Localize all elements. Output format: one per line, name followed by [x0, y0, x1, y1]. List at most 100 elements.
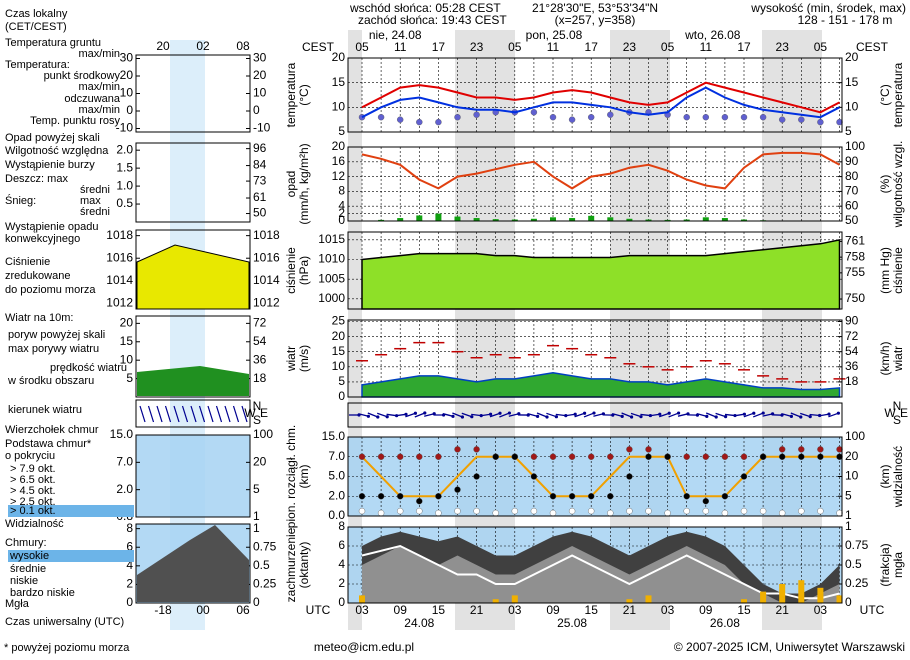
legend-text: zredukowane — [5, 270, 70, 282]
y-tick-label: 16 — [332, 154, 346, 168]
utc-hour: 03 — [814, 603, 828, 617]
y2-tick-label: 20 — [253, 68, 267, 82]
area — [361, 372, 841, 398]
cest-hour: 05 — [814, 40, 828, 54]
y2-label: wiatr — [891, 346, 905, 372]
y-label: (hPa) — [297, 256, 311, 285]
utc-hour: 09 — [699, 603, 713, 617]
y-tick-label: 0.0 — [328, 508, 345, 522]
bar — [741, 599, 747, 603]
dot — [492, 453, 499, 460]
dot — [377, 509, 385, 517]
dot — [435, 453, 442, 460]
y-tick-label: 0 — [338, 213, 345, 227]
y2-tick-label: 36 — [845, 359, 859, 373]
wind-arrow — [828, 412, 839, 418]
dot — [397, 507, 404, 515]
dot — [358, 507, 366, 515]
cest-hour: 11 — [547, 40, 560, 54]
dot — [721, 453, 729, 460]
wind-arrow — [593, 413, 604, 417]
wind-arrow — [555, 413, 566, 417]
dot — [664, 453, 671, 460]
legend-hour: 08 — [236, 39, 250, 53]
frame — [347, 436, 843, 517]
wind-arrow — [527, 413, 538, 417]
utc-date: 25.08 — [557, 616, 587, 630]
wind-arrow — [621, 412, 632, 418]
wind-arrow-head — [460, 415, 464, 419]
wind-arrow — [583, 412, 595, 418]
wind-arrow — [215, 405, 223, 423]
dot — [740, 507, 748, 515]
dot — [721, 509, 729, 517]
y2-tick-label: 20 — [845, 449, 859, 463]
y2-label: temperatura — [891, 62, 905, 127]
bar — [741, 219, 747, 221]
dot — [798, 507, 805, 515]
wind-arrow — [452, 412, 463, 418]
dot — [358, 493, 366, 500]
legend-text: max porywy wiatru — [8, 343, 99, 355]
wind-arrow-head — [366, 414, 370, 418]
y2-label: ciśnienie — [891, 247, 905, 294]
y-tick-label: 2 — [126, 577, 133, 591]
legend-text: Widzialność — [5, 518, 64, 530]
legend-text: punkt środkowy — [44, 70, 121, 82]
wind-arrow — [799, 412, 811, 418]
wind-arrow-head — [667, 411, 671, 415]
y2-tick-label: 10 — [253, 86, 267, 100]
bar — [492, 219, 499, 221]
y2-tick-label: 100 — [253, 427, 273, 441]
dot — [549, 113, 557, 121]
wind-arrow — [386, 413, 397, 417]
dot — [779, 116, 786, 123]
y-tick-label: 2.0 — [116, 482, 133, 496]
y2-tick-label: 1 — [253, 509, 260, 523]
wind-arrow-head — [592, 411, 596, 415]
utc-hour: 03 — [661, 603, 675, 617]
y-tick-label: 15.0 — [110, 427, 134, 441]
dot — [435, 493, 442, 500]
dot — [798, 446, 805, 453]
dot — [683, 453, 690, 460]
y2-tick-label: 73 — [253, 173, 267, 187]
dot — [817, 507, 824, 515]
legend-text: Opad powyżej skali — [5, 132, 100, 144]
bar — [817, 587, 824, 603]
legend-text: niskie — [10, 575, 38, 587]
legend-text: > 7.9 okt. — [10, 463, 56, 475]
y-label: ciśnienie — [284, 247, 298, 294]
wind-arrow-head — [724, 415, 728, 419]
cest-hour: 17 — [737, 40, 751, 54]
legend-text: Wiatr na 10m: — [5, 312, 73, 324]
y-tick-label: 0 — [126, 103, 133, 117]
legend-text: > 2.5 okt. — [10, 496, 56, 508]
y-tick-label: 0 — [338, 595, 345, 609]
dot — [702, 507, 709, 515]
wind-arrow — [630, 412, 642, 418]
legend-text: Deszcz: max — [5, 173, 68, 185]
wind-arrow-head — [620, 414, 624, 418]
y-tick-label: 5 — [126, 371, 133, 385]
legend-text: Podstawa chmur* — [5, 438, 92, 450]
y-label: (°C) — [297, 84, 311, 105]
y-tick-label: 1012 — [106, 296, 133, 310]
y2-label: (%) — [878, 175, 892, 194]
legend-text: Mgła — [5, 598, 30, 610]
y-tick-label: 20 — [120, 316, 134, 330]
y2-tick-label: 0.75 — [253, 539, 277, 553]
y2-tick-label: 30 — [253, 51, 267, 65]
y2-tick-label: 1 — [253, 521, 260, 535]
dot — [511, 453, 518, 460]
utc-hour: 15 — [585, 603, 599, 617]
wind-arrow-head — [451, 414, 455, 418]
dot — [759, 507, 767, 515]
bar — [511, 219, 518, 221]
wind-arrow-head — [808, 415, 812, 419]
y-tick-label: 0 — [338, 389, 345, 403]
bar — [836, 595, 843, 603]
y2-tick-label: 1016 — [253, 250, 280, 264]
utc-label: UTC — [306, 603, 331, 617]
